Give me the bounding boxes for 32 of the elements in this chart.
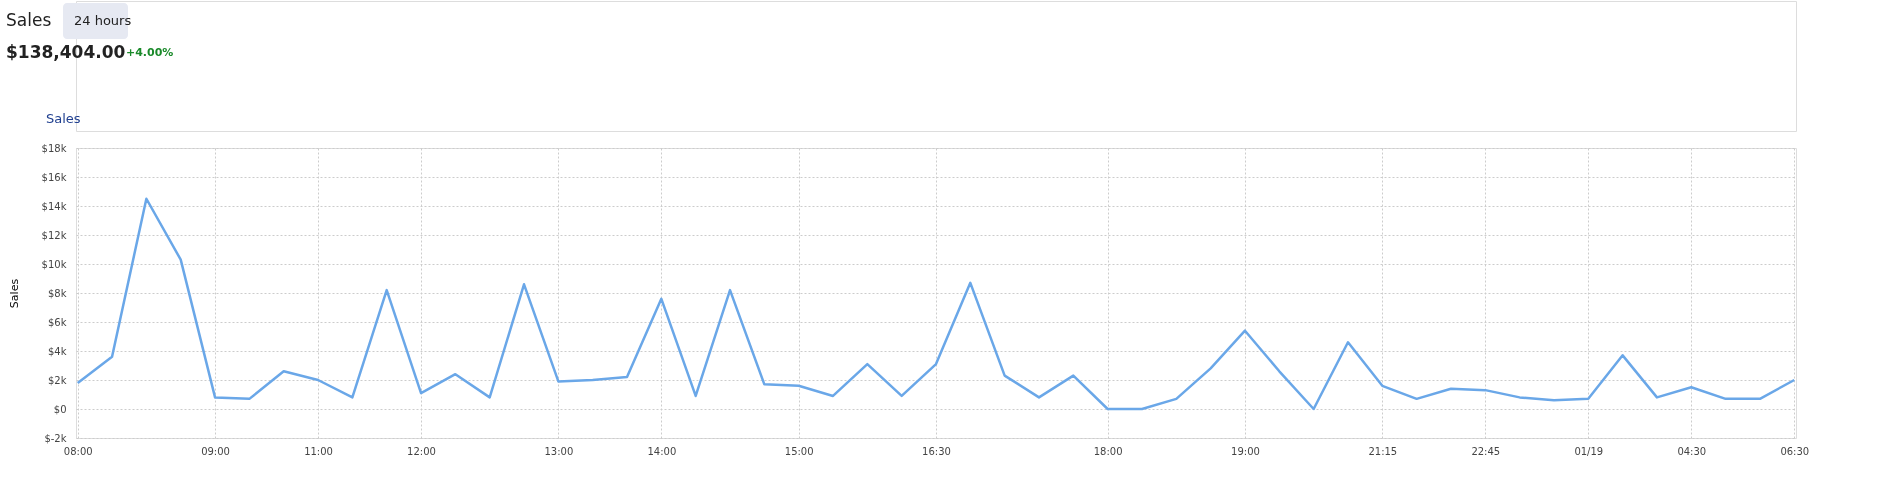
x-tick-label: 12:00: [407, 445, 436, 457]
text: $138,404.00: [6, 42, 126, 62]
x-tick-label: 09:00: [201, 445, 230, 457]
x-tick-label: 11:00: [304, 445, 333, 457]
x-tick-label: 13:00: [544, 445, 574, 457]
y-tick-label: $-2k: [44, 432, 67, 444]
chart-subtitle: 24 hours: [74, 13, 132, 28]
x-tick-label: 19:00: [1231, 445, 1260, 457]
y-tick-label: $4k: [47, 345, 67, 357]
x-tick-label: 22:45: [1471, 445, 1501, 457]
text: Sales: [46, 111, 81, 126]
chart-title: Sales: [6, 10, 52, 30]
y-tick-label: $0: [53, 403, 67, 415]
y-tick-label: $12k: [41, 229, 67, 241]
x-tick-label: 15:00: [784, 445, 814, 457]
x-tick-label: 01/19: [1574, 445, 1604, 457]
x-tick-label: 16:30: [922, 445, 951, 457]
text: +4.00%: [126, 46, 174, 59]
x-tick-label: 21:15: [1368, 445, 1398, 457]
y-tick-label: $2k: [47, 374, 67, 386]
x-tick-label: 18:00: [1093, 445, 1123, 457]
x-tick-label: 04:30: [1677, 445, 1707, 457]
y-tick-label: $18k: [41, 142, 67, 154]
x-tick-label: 06:30: [1780, 445, 1810, 457]
y-tick-label: $8k: [47, 287, 67, 299]
y-axis-title: Sales: [7, 278, 21, 309]
y-tick-label: $10k: [41, 258, 67, 270]
y-tick-label: $6k: [47, 316, 67, 328]
x-tick-label: 08:00: [63, 445, 93, 457]
y-tick-label: $16k: [41, 171, 67, 183]
x-tick-label: 14:00: [647, 445, 677, 457]
y-tick-label: $14k: [41, 200, 67, 212]
